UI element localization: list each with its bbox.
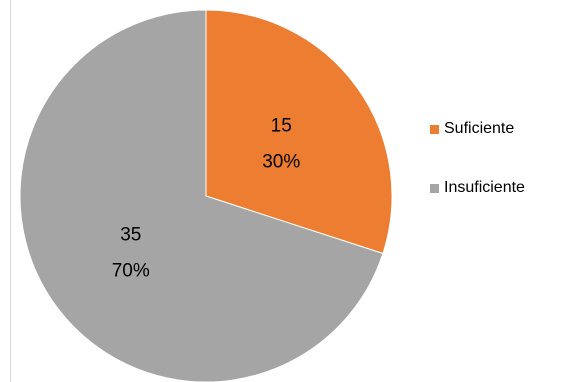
legend-label-suficiente: Suficiente [444, 120, 515, 137]
data-label-percent-insuficiente: 70% [112, 261, 150, 282]
legend-item-suficiente: Suficiente [430, 117, 525, 141]
pie-slice-insuficiente [19, 9, 384, 382]
legend-label-insuficiente: Insuficiente [444, 179, 525, 196]
pie-slice-suficiente [205, 9, 393, 255]
legend-swatch-suficiente [430, 124, 439, 134]
data-label-value-suficiente: 15 [271, 115, 292, 136]
legend-swatch-insuficiente [430, 183, 439, 193]
left-border-line [10, 0, 11, 382]
data-label-value-insuficiente: 35 [120, 225, 141, 246]
legend: Suficiente Insuficiente [430, 117, 525, 235]
pie-data-labels: 15 30% 35 70% [112, 115, 301, 281]
legend-item-insuficiente: Insuficiente [430, 176, 525, 200]
pie-slices [19, 9, 393, 382]
data-label-percent-suficiente: 30% [262, 151, 300, 172]
